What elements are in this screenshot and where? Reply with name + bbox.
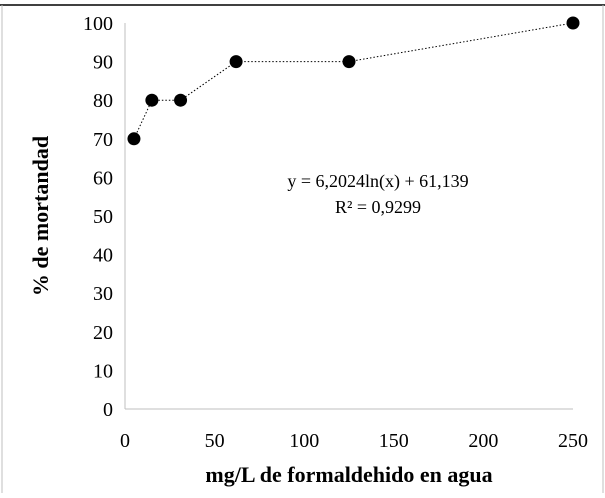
y-axis-title: % de mortandad: [28, 136, 53, 296]
data-point: [343, 55, 356, 68]
y-tick-label: 90: [93, 52, 113, 74]
data-points: [127, 17, 579, 146]
data-point: [230, 55, 243, 68]
y-tick-label: 20: [93, 322, 113, 344]
x-tick-label: 0: [120, 430, 130, 452]
y-tick-labels: 0 10 20 30 40 50 60 70 80 90 100: [83, 13, 113, 421]
y-tick-label: 60: [93, 167, 113, 189]
y-tick-label: 10: [93, 360, 113, 382]
series-connector-line: [134, 23, 573, 139]
x-tick-label: 150: [379, 430, 409, 452]
x-tick-label: 250: [558, 430, 588, 452]
y-tick-label: 70: [93, 129, 113, 151]
y-tick-label: 50: [93, 206, 113, 228]
x-tick-label: 100: [289, 430, 319, 452]
data-point: [127, 132, 140, 145]
y-tick-label: 40: [93, 245, 113, 267]
x-tick-label: 200: [468, 430, 498, 452]
data-point: [174, 94, 187, 107]
trendline-equation: y = 6,2024ln(x) + 61,139: [287, 171, 468, 192]
y-tick-label: 30: [93, 283, 113, 305]
y-tick-label: 100: [83, 13, 113, 35]
y-tick-label: 80: [93, 90, 113, 112]
data-point: [567, 17, 580, 30]
x-axis-title: mg/L de formaldehido en agua: [205, 462, 492, 487]
y-tick-label: 0: [103, 399, 113, 421]
x-tick-labels: 0 50 100 150 200 250: [120, 430, 588, 452]
data-point: [145, 94, 158, 107]
x-tick-label: 50: [205, 430, 225, 452]
r-squared-label: R² = 0,9299: [335, 197, 421, 217]
